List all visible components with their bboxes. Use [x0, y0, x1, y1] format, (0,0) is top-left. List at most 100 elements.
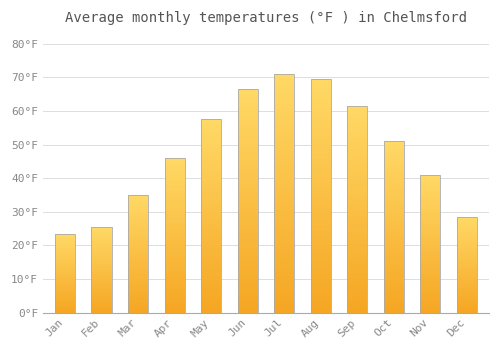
Bar	[128, 262, 148, 263]
Bar	[238, 199, 258, 201]
Bar	[310, 93, 331, 96]
Bar	[164, 266, 184, 268]
Bar	[384, 220, 404, 222]
Bar	[55, 250, 75, 251]
Bar	[92, 259, 112, 260]
Bar	[310, 103, 331, 105]
Bar	[201, 199, 221, 201]
Bar	[128, 280, 148, 281]
Bar	[420, 292, 440, 293]
Bar	[92, 292, 112, 293]
Bar	[457, 219, 477, 220]
Bar	[128, 237, 148, 239]
Bar	[238, 136, 258, 138]
Bar	[274, 198, 294, 201]
Bar	[420, 190, 440, 191]
Bar	[310, 259, 331, 261]
Bar	[274, 262, 294, 265]
Bar	[457, 253, 477, 254]
Bar	[55, 279, 75, 280]
Bar	[55, 288, 75, 289]
Bar	[201, 197, 221, 199]
Bar	[128, 281, 148, 282]
Bar	[348, 308, 368, 310]
Bar	[348, 220, 368, 222]
Bar	[457, 251, 477, 252]
Bar	[128, 220, 148, 221]
Bar	[348, 307, 368, 308]
Bar	[128, 230, 148, 231]
Bar	[420, 310, 440, 311]
Bar	[274, 191, 294, 194]
Bar	[310, 82, 331, 84]
Bar	[201, 168, 221, 170]
Bar	[310, 91, 331, 93]
Bar	[128, 214, 148, 215]
Bar	[310, 308, 331, 310]
Bar	[384, 304, 404, 306]
Bar	[55, 287, 75, 288]
Bar	[128, 223, 148, 224]
Bar	[420, 293, 440, 295]
Bar	[238, 275, 258, 277]
Bar	[457, 243, 477, 244]
Bar	[164, 240, 184, 241]
Bar	[384, 186, 404, 188]
Bar	[238, 130, 258, 132]
Bar	[55, 291, 75, 292]
Bar	[201, 237, 221, 239]
Bar	[310, 107, 331, 110]
Bar	[55, 234, 75, 235]
Bar	[201, 175, 221, 177]
Bar	[420, 200, 440, 201]
Bar	[201, 293, 221, 295]
Bar	[164, 184, 184, 186]
Bar	[55, 276, 75, 277]
Bar	[55, 273, 75, 274]
Bar	[274, 232, 294, 234]
Bar	[348, 195, 368, 197]
Bar	[310, 177, 331, 180]
Bar	[92, 304, 112, 305]
Bar	[128, 310, 148, 312]
Bar	[420, 205, 440, 206]
Bar	[55, 271, 75, 272]
Bar	[55, 263, 75, 264]
Bar	[310, 140, 331, 142]
Bar	[164, 206, 184, 208]
Bar	[384, 253, 404, 254]
Bar	[201, 156, 221, 158]
Bar	[274, 136, 294, 139]
Bar	[128, 306, 148, 307]
Bar	[128, 302, 148, 303]
Bar	[348, 203, 368, 205]
Bar	[238, 194, 258, 196]
Bar	[201, 245, 221, 247]
Bar	[457, 300, 477, 301]
Bar	[274, 179, 294, 181]
Bar	[55, 245, 75, 246]
Bar	[92, 237, 112, 238]
Bar	[201, 203, 221, 204]
Bar	[457, 240, 477, 241]
Bar	[348, 232, 368, 234]
Bar	[128, 248, 148, 249]
Bar	[201, 260, 221, 262]
Bar	[201, 289, 221, 292]
Bar	[164, 160, 184, 161]
Bar	[164, 237, 184, 238]
Bar	[274, 74, 294, 313]
Bar	[348, 230, 368, 232]
Bar	[420, 233, 440, 234]
Bar	[420, 265, 440, 266]
Bar	[348, 243, 368, 244]
Bar	[164, 249, 184, 251]
Bar	[274, 115, 294, 117]
Bar	[164, 161, 184, 163]
Bar	[201, 206, 221, 208]
Bar	[384, 162, 404, 163]
Bar	[164, 186, 184, 188]
Bar	[384, 211, 404, 213]
Bar	[348, 275, 368, 278]
Bar	[274, 91, 294, 93]
